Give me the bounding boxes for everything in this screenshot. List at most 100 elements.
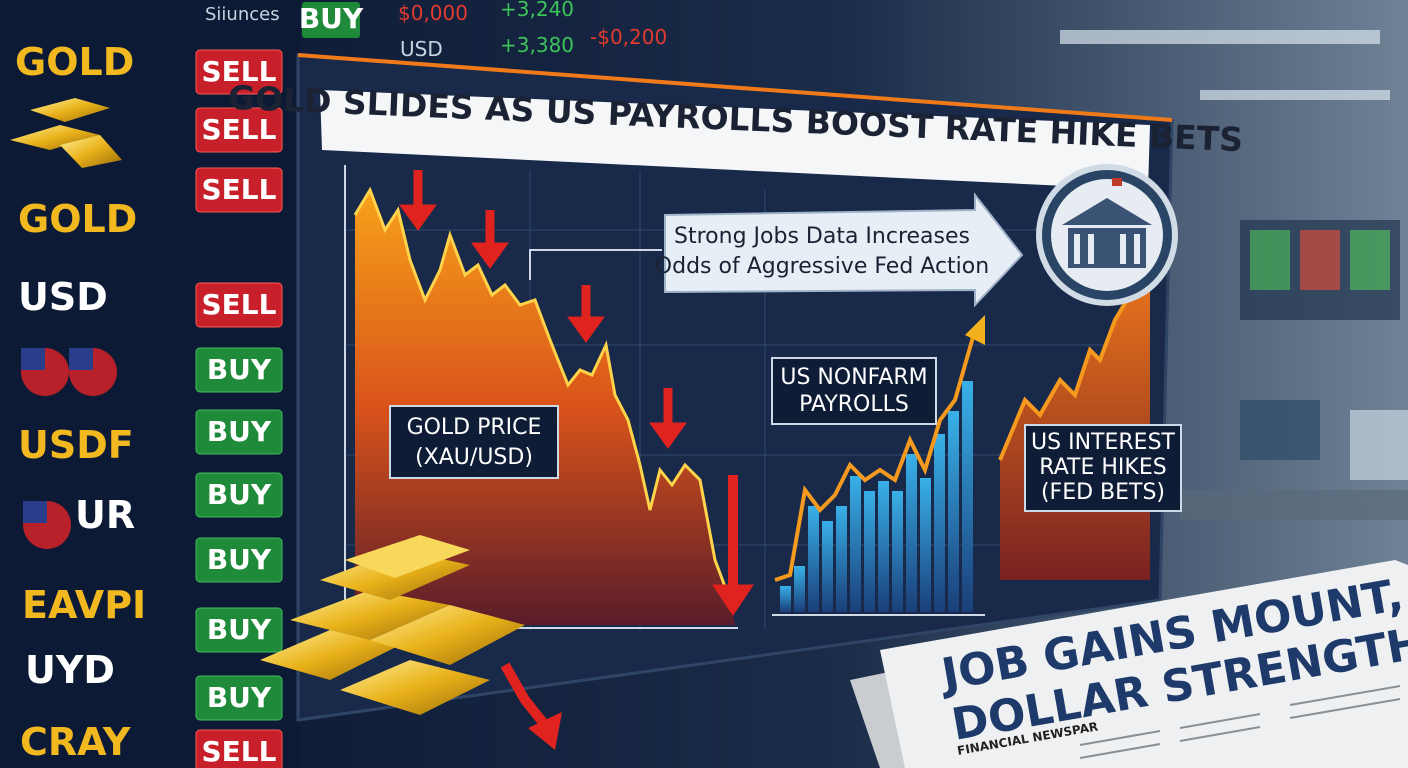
office-backdrop <box>1060 30 1408 520</box>
connector <box>529 249 662 280</box>
fed-seal <box>1036 164 1178 306</box>
gold-line <box>353 186 732 601</box>
ticker-board-part: SELL SELL SELL SELL BUY BUY BUY BUY BUY BUY SELL <box>195 49 283 768</box>
body-text-part <box>1289 698 1401 719</box>
header-text: +3,240 <box>500 0 574 21</box>
body-text-part <box>1079 730 1161 746</box>
fed-seal-part <box>1062 198 1152 225</box>
office-backdrop-part <box>1200 90 1390 100</box>
payroll-bar <box>934 434 945 612</box>
callout-text: Strong Jobs Data Increases <box>674 224 970 249</box>
label-box <box>1024 424 1182 512</box>
action-label: BUY <box>207 478 272 511</box>
down-arrows <box>399 170 754 616</box>
body-text-part <box>1289 685 1401 706</box>
header-text: Siiunces <box>205 4 280 25</box>
fed-seal-part <box>1112 178 1122 186</box>
header-button-label: BUY <box>299 2 364 35</box>
office-backdrop-part <box>1350 230 1390 290</box>
action-label: SELL <box>202 288 277 321</box>
body-text-part <box>1179 713 1261 729</box>
office-backdrop-part <box>1240 400 1320 460</box>
action-button <box>195 675 283 721</box>
fed-seal-part-part <box>1088 234 1094 264</box>
action-label: SELL <box>202 113 277 146</box>
gold-stack-part <box>500 662 549 729</box>
payroll-bar <box>850 476 861 612</box>
payroll-bar <box>892 491 903 612</box>
header-text: $0,000 <box>398 1 468 25</box>
action-button <box>195 472 283 518</box>
gold-bar-icon <box>10 98 122 168</box>
down-arrows-part <box>471 242 509 269</box>
fed-seal-part <box>1074 234 1140 264</box>
gold-stack-part <box>290 590 450 640</box>
series-label: (FED BETS) <box>1041 480 1165 505</box>
gold-stack-part <box>260 630 400 680</box>
action-label: SELL <box>202 173 277 206</box>
office-backdrop-part <box>1350 410 1408 480</box>
gold-bar-icon-part <box>30 98 110 122</box>
callout-text: Odds of Aggressive Fed Action <box>655 254 989 279</box>
symbol: CRAY <box>20 720 131 764</box>
newspaper-part <box>880 560 1408 768</box>
header-text: USD <box>400 37 443 61</box>
label-box <box>389 405 559 479</box>
payroll-bar <box>808 506 819 612</box>
action-label: SELL <box>202 735 277 768</box>
series-label: RATE HIKES <box>1039 455 1166 480</box>
ticker-board: Siiunces BUY $0,000 +3,240 USD +3,380 -$… <box>0 0 667 768</box>
label-box <box>771 357 937 425</box>
action-button <box>195 282 283 328</box>
fed-seal-part-part <box>1074 234 1080 264</box>
gold-stack-part <box>370 605 525 665</box>
series-label: PAYROLLS <box>799 392 909 417</box>
payroll-line <box>774 329 977 582</box>
payroll-bar <box>906 454 917 612</box>
flag-icon-part <box>21 348 45 370</box>
gold-stack-part <box>528 712 562 750</box>
payroll-bar <box>780 586 791 612</box>
payroll-bar <box>948 411 959 612</box>
symbol: UYD <box>25 648 115 692</box>
body-text-part <box>1179 726 1261 742</box>
office-backdrop-part <box>1250 230 1290 290</box>
payroll-bar <box>822 521 833 612</box>
payroll-bar <box>878 481 889 612</box>
symbol: GOLD <box>15 40 134 84</box>
fed-seal-part-part <box>1120 234 1126 264</box>
header-text: -$0,200 <box>590 25 667 49</box>
rate-line <box>998 254 1150 461</box>
payroll-bar <box>962 381 973 612</box>
action-button <box>195 49 283 95</box>
fed-seal-part <box>1068 228 1146 268</box>
office-backdrop-part <box>1060 30 1380 44</box>
gold-bar-icon-part <box>60 135 122 168</box>
arrow-head <box>965 315 985 345</box>
chart-panel-part <box>297 53 1173 122</box>
action-button <box>195 347 283 393</box>
action-label: BUY <box>207 681 272 714</box>
action-button <box>195 167 283 213</box>
payroll-bars <box>780 381 973 612</box>
flag-icon-part <box>23 501 47 523</box>
office-backdrop-part <box>1300 230 1340 290</box>
fed-seal-part-part <box>1134 234 1140 264</box>
payroll-bar <box>836 506 847 612</box>
gold-stack-part <box>340 660 490 715</box>
symbol: USD <box>18 275 108 319</box>
down-arrows-part <box>712 584 754 616</box>
flag-icon <box>21 348 117 549</box>
newspaper: JOB GAINS MOUNT, DOLLAR STRENGTHENS FINA… <box>850 560 1408 768</box>
header-button <box>302 2 360 38</box>
title-band <box>320 90 1150 190</box>
action-label: SELL <box>202 55 277 88</box>
action-button <box>195 607 283 653</box>
body-text-part <box>1079 743 1161 759</box>
gold-bar-icon-part <box>10 125 100 150</box>
action-button <box>195 537 283 583</box>
payroll-bar <box>864 491 875 612</box>
body-text <box>1079 685 1401 759</box>
action-button <box>195 107 283 153</box>
